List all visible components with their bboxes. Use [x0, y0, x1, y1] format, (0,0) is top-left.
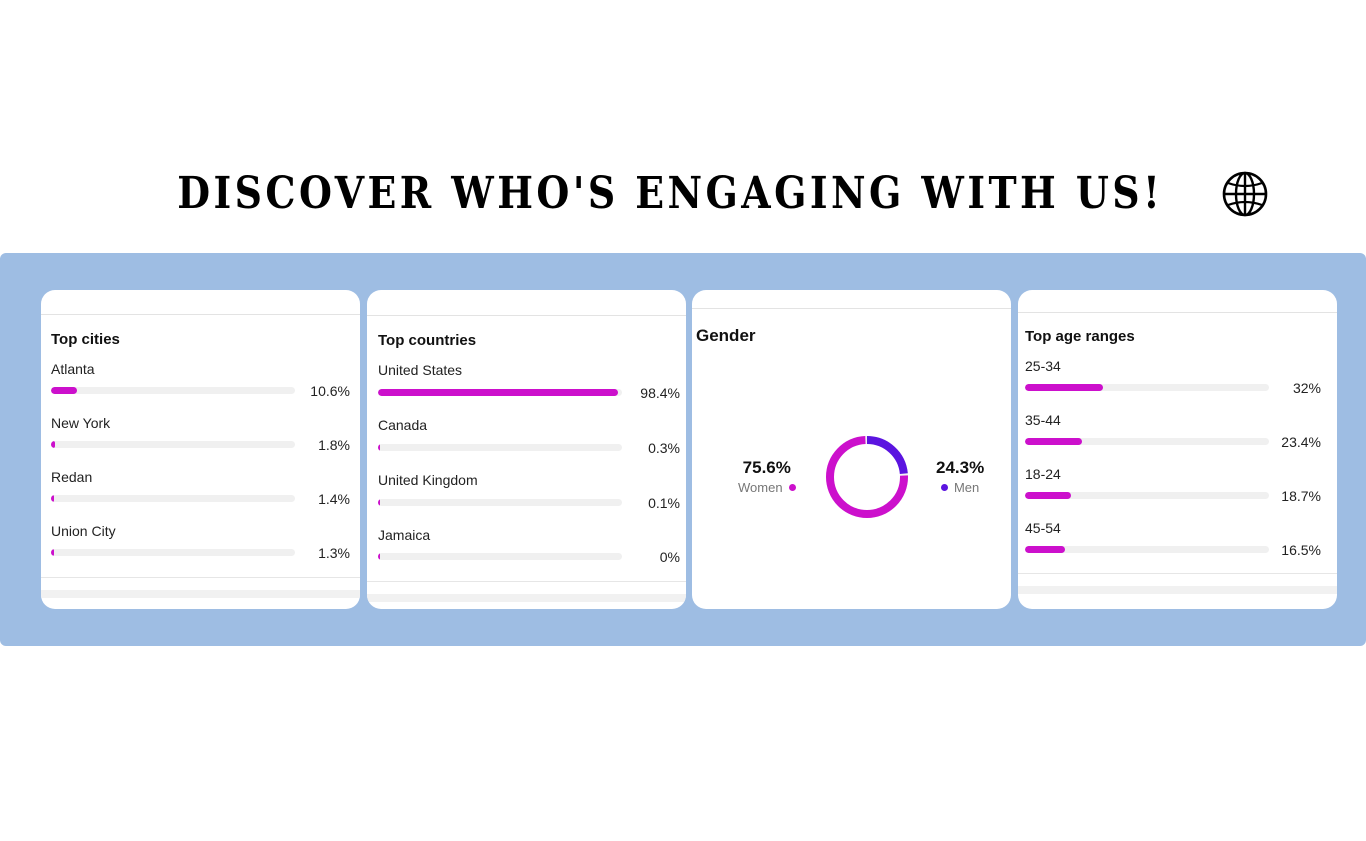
women-label: Women	[738, 480, 783, 495]
country-label: United Kingdom	[378, 472, 478, 488]
country-bar-track	[378, 389, 622, 396]
age-bar-track	[1025, 384, 1269, 391]
country-percent: 0.1%	[648, 495, 680, 511]
gender-donut-chart	[826, 436, 908, 518]
age-label: 25-34	[1025, 358, 1061, 374]
headline-text: DISCOVER WHO'S ENGAGING WITH US!	[177, 168, 1163, 219]
city-bar-fill	[51, 387, 77, 394]
age-label: 35-44	[1025, 412, 1061, 428]
card-title: Top countries	[378, 332, 477, 349]
city-percent: 1.8%	[318, 437, 350, 453]
men-dot-icon	[940, 484, 948, 491]
city-label: Union City	[51, 523, 116, 539]
age-label: 45-54	[1025, 520, 1061, 536]
city-label: Atlanta	[51, 361, 95, 377]
city-bar-fill	[51, 495, 55, 502]
country-percent: 0%	[659, 549, 680, 565]
age-percent: 32%	[1292, 380, 1321, 396]
women-donut-segment	[826, 436, 908, 518]
top-countries-card: Top countries United States 98.4% Canada…	[367, 290, 686, 609]
women-percent: 75.6%	[742, 458, 791, 477]
men-donut-segment	[826, 436, 908, 518]
country-bar-track	[378, 553, 622, 560]
country-bar-fill	[378, 553, 380, 560]
age-bar-fill	[1025, 546, 1066, 553]
card-divider	[41, 577, 360, 578]
age-bar-track	[1025, 438, 1269, 445]
men-legend: Men	[936, 480, 984, 495]
women-legend: Women	[738, 480, 796, 495]
card-footer-strip	[367, 594, 686, 602]
city-percent: 1.3%	[318, 545, 350, 561]
city-percent: 1.4%	[318, 491, 350, 507]
city-label: Redan	[51, 469, 93, 485]
age-bar-track	[1025, 546, 1269, 553]
card-divider	[367, 581, 686, 582]
card-divider	[692, 308, 1011, 309]
gender-card: Gender 75.6% Women 24.3% Men	[692, 290, 1011, 609]
age-percent: 23.4%	[1281, 434, 1321, 450]
country-bar-track	[378, 499, 622, 506]
country-bar-track	[378, 444, 622, 451]
card-divider	[1018, 573, 1337, 574]
country-label: Jamaica	[378, 527, 431, 543]
top-cities-card: Top cities Atlanta 10.6% New York 1.8% R…	[41, 290, 360, 609]
city-label: New York	[51, 415, 111, 431]
top-age-ranges-card: Top age ranges 25-34 32% 35-44 23.4% 18-…	[1018, 290, 1337, 609]
card-footer-strip	[41, 590, 360, 598]
country-bar-fill	[378, 499, 380, 506]
city-bar-track	[51, 387, 295, 394]
age-bar-fill	[1025, 438, 1083, 445]
card-footer-strip	[1018, 586, 1337, 594]
country-bar-fill	[378, 389, 619, 396]
city-bar-track	[51, 441, 295, 448]
country-label: United States	[378, 362, 463, 378]
age-bar-fill	[1025, 384, 1104, 391]
women-dot-icon	[788, 484, 796, 491]
globe-icon	[1222, 171, 1268, 216]
country-bar-fill	[378, 444, 380, 451]
men-percent: 24.3%	[936, 458, 985, 477]
city-bar-fill	[51, 549, 55, 556]
age-percent: 18.7%	[1281, 488, 1321, 504]
age-bar-track	[1025, 492, 1269, 499]
card-title: Gender	[696, 326, 756, 345]
country-percent: 0.3%	[648, 440, 680, 456]
card-divider	[41, 314, 360, 315]
card-title: Top age ranges	[1025, 328, 1135, 345]
age-label: 18-24	[1025, 466, 1061, 482]
men-stat: 24.3% Men	[936, 458, 984, 495]
country-percent: 98.4%	[640, 385, 680, 401]
age-percent: 16.5%	[1281, 542, 1321, 558]
men-label: Men	[953, 480, 980, 495]
city-percent: 10.6%	[310, 383, 350, 399]
women-stat: 75.6% Women	[738, 458, 796, 495]
card-divider	[367, 315, 686, 316]
card-divider	[1018, 312, 1337, 313]
city-bar-fill	[51, 441, 56, 448]
card-title: Top cities	[51, 331, 120, 348]
country-label: Canada	[378, 417, 428, 433]
age-bar-fill	[1025, 492, 1071, 499]
city-bar-track	[51, 549, 295, 556]
city-bar-track	[51, 495, 295, 502]
page-headline: DISCOVER WHO'S ENGAGING WITH US!	[0, 168, 1366, 219]
